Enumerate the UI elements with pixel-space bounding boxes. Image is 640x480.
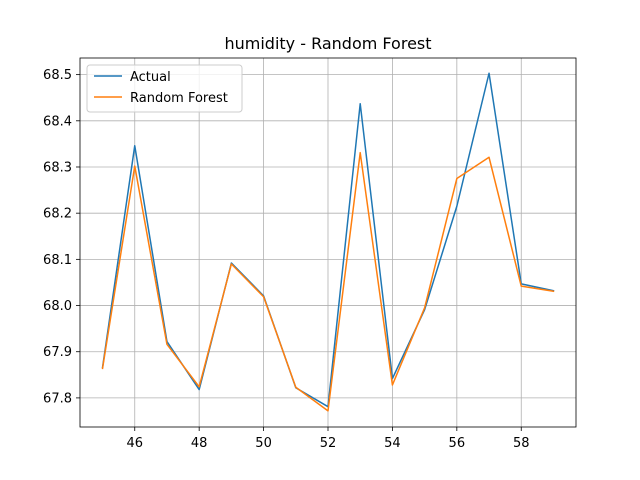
grid (80, 58, 576, 427)
legend-label-random-forest: Random Forest (130, 91, 228, 106)
y-tick-label: 68.2 (43, 207, 72, 222)
x-tick-label: 58 (513, 436, 530, 451)
x-tick-label: 54 (384, 436, 401, 451)
x-tick-label: 56 (449, 436, 466, 451)
y-tick-label: 68.3 (43, 160, 72, 175)
y-tick-label: 68.5 (43, 68, 72, 83)
series-line-random-forest (101, 151, 555, 412)
legend: Actual Random Forest (86, 64, 243, 113)
y-tick-label: 67.9 (43, 345, 72, 360)
legend-box (86, 64, 243, 113)
x-tick-label: 52 (320, 436, 337, 451)
x-tick-label: 50 (255, 436, 272, 451)
x-tick-label: 48 (191, 436, 208, 451)
y-tick-label: 67.8 (43, 391, 72, 406)
y-tick-label: 68.0 (43, 299, 72, 314)
y-tick-label: 68.1 (43, 253, 72, 268)
x-tick-label: 46 (126, 436, 143, 451)
series-lines (101, 72, 555, 412)
legend-label-actual: Actual (130, 70, 171, 85)
chart-title: humidity - Random Forest (224, 34, 431, 53)
axis-ticks: 46 48 50 52 54 56 58 67.8 67.9 68.0 68.1 68.2 68.3 68… (43, 68, 529, 451)
y-tick-label: 68.4 (43, 114, 72, 129)
